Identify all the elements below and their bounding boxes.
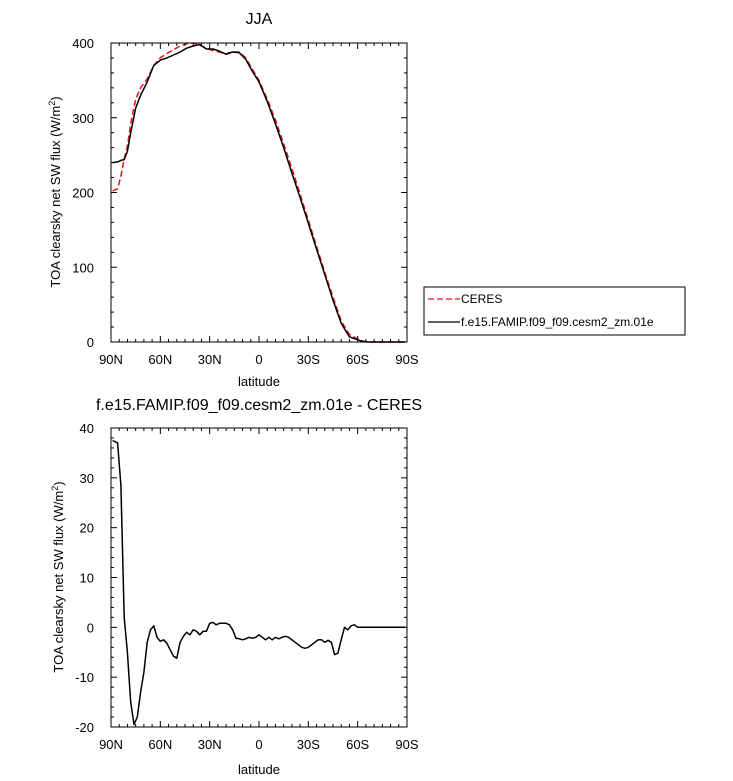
bottom-y-tick-label: 10 bbox=[80, 571, 94, 586]
top-y-tick-label: 0 bbox=[87, 335, 94, 350]
top-x-tick-label: 60N bbox=[148, 352, 172, 367]
top-x-axis-label: latitude bbox=[238, 374, 280, 389]
bottom-x-tick-label: 30S bbox=[297, 737, 320, 752]
bottom-y-tick-label: 0 bbox=[87, 620, 94, 635]
bottom-y-tick-label: 20 bbox=[80, 521, 94, 536]
bottom-y-tick-label: -10 bbox=[75, 670, 94, 685]
bottom-x-tick-label: 60N bbox=[148, 737, 172, 752]
top-series-group bbox=[112, 42, 406, 343]
top-x-tick-label: 60S bbox=[346, 352, 369, 367]
top-y-tick-label: 400 bbox=[72, 36, 94, 51]
top-x-tick-labels: 90N 60N 30N 0 30S 60S 90S bbox=[99, 352, 419, 367]
bottom-panel: f.e15.FAMIP.f09_f09.cesm2_zm.01e - CERES… bbox=[50, 397, 422, 777]
top-panel-title: JJA bbox=[246, 11, 273, 28]
bottom-y-tick-label: 30 bbox=[80, 471, 94, 486]
bottom-x-tick-label: 30N bbox=[198, 737, 222, 752]
top-x-tick-label: 90N bbox=[99, 352, 123, 367]
bottom-y-tick-label: -20 bbox=[75, 720, 94, 735]
legend-box bbox=[423, 286, 686, 336]
legend-ceres-label: CERES bbox=[461, 292, 502, 306]
bottom-x-tick-labels: 90N 60N 30N 0 30S 60S 90S bbox=[99, 737, 419, 752]
top-y-tick-label: 200 bbox=[72, 186, 94, 201]
legend-model-label: f.e15.FAMIP.f09_f09.cesm2_zm.01e bbox=[461, 315, 654, 329]
top-x-tick-label: 30N bbox=[198, 352, 222, 367]
top-y-tick-label: 300 bbox=[72, 111, 94, 126]
bottom-series-group bbox=[112, 439, 406, 726]
bottom-x-tick-label: 60S bbox=[346, 737, 369, 752]
bottom-y-tick-labels: -20 -10 0 10 20 30 40 bbox=[75, 421, 94, 735]
top-y-axis-label: TOA clearsky net SW flux (W/m2) bbox=[47, 96, 63, 287]
bottom-ticks-group bbox=[110, 427, 408, 728]
top-x-tick-label: 90S bbox=[395, 352, 418, 367]
top-x-tick-label: 30S bbox=[297, 352, 320, 367]
bottom-series-line-0 bbox=[112, 439, 406, 726]
bottom-y-tick-label: 40 bbox=[80, 421, 94, 436]
bottom-x-tick-label: 0 bbox=[255, 737, 262, 752]
bottom-x-tick-label: 90S bbox=[395, 737, 418, 752]
top-x-tick-label: 0 bbox=[255, 352, 262, 367]
bottom-plot-frame bbox=[110, 427, 408, 728]
top-plot-frame bbox=[110, 42, 408, 343]
top-ticks-group bbox=[110, 42, 408, 343]
bottom-panel-title: f.e15.FAMIP.f09_f09.cesm2_zm.01e - CERES bbox=[96, 397, 422, 414]
top-series-line-1 bbox=[112, 43, 406, 343]
bottom-y-axis-label: TOA clearsky net SW flux (W/m2) bbox=[50, 481, 66, 672]
top-series-line-0 bbox=[112, 42, 406, 343]
bottom-x-tick-label: 90N bbox=[99, 737, 123, 752]
bottom-x-axis-label: latitude bbox=[238, 762, 280, 777]
top-panel: JJA 90N 60N 30N 0 30S 60S 90S 0 100 200 300 400 la… bbox=[47, 11, 686, 389]
legend: CERES f.e15.FAMIP.f09_f09.cesm2_zm.01e bbox=[423, 286, 686, 336]
top-y-tick-labels: 0 100 200 300 400 bbox=[72, 36, 94, 350]
top-y-tick-label: 100 bbox=[72, 260, 94, 275]
